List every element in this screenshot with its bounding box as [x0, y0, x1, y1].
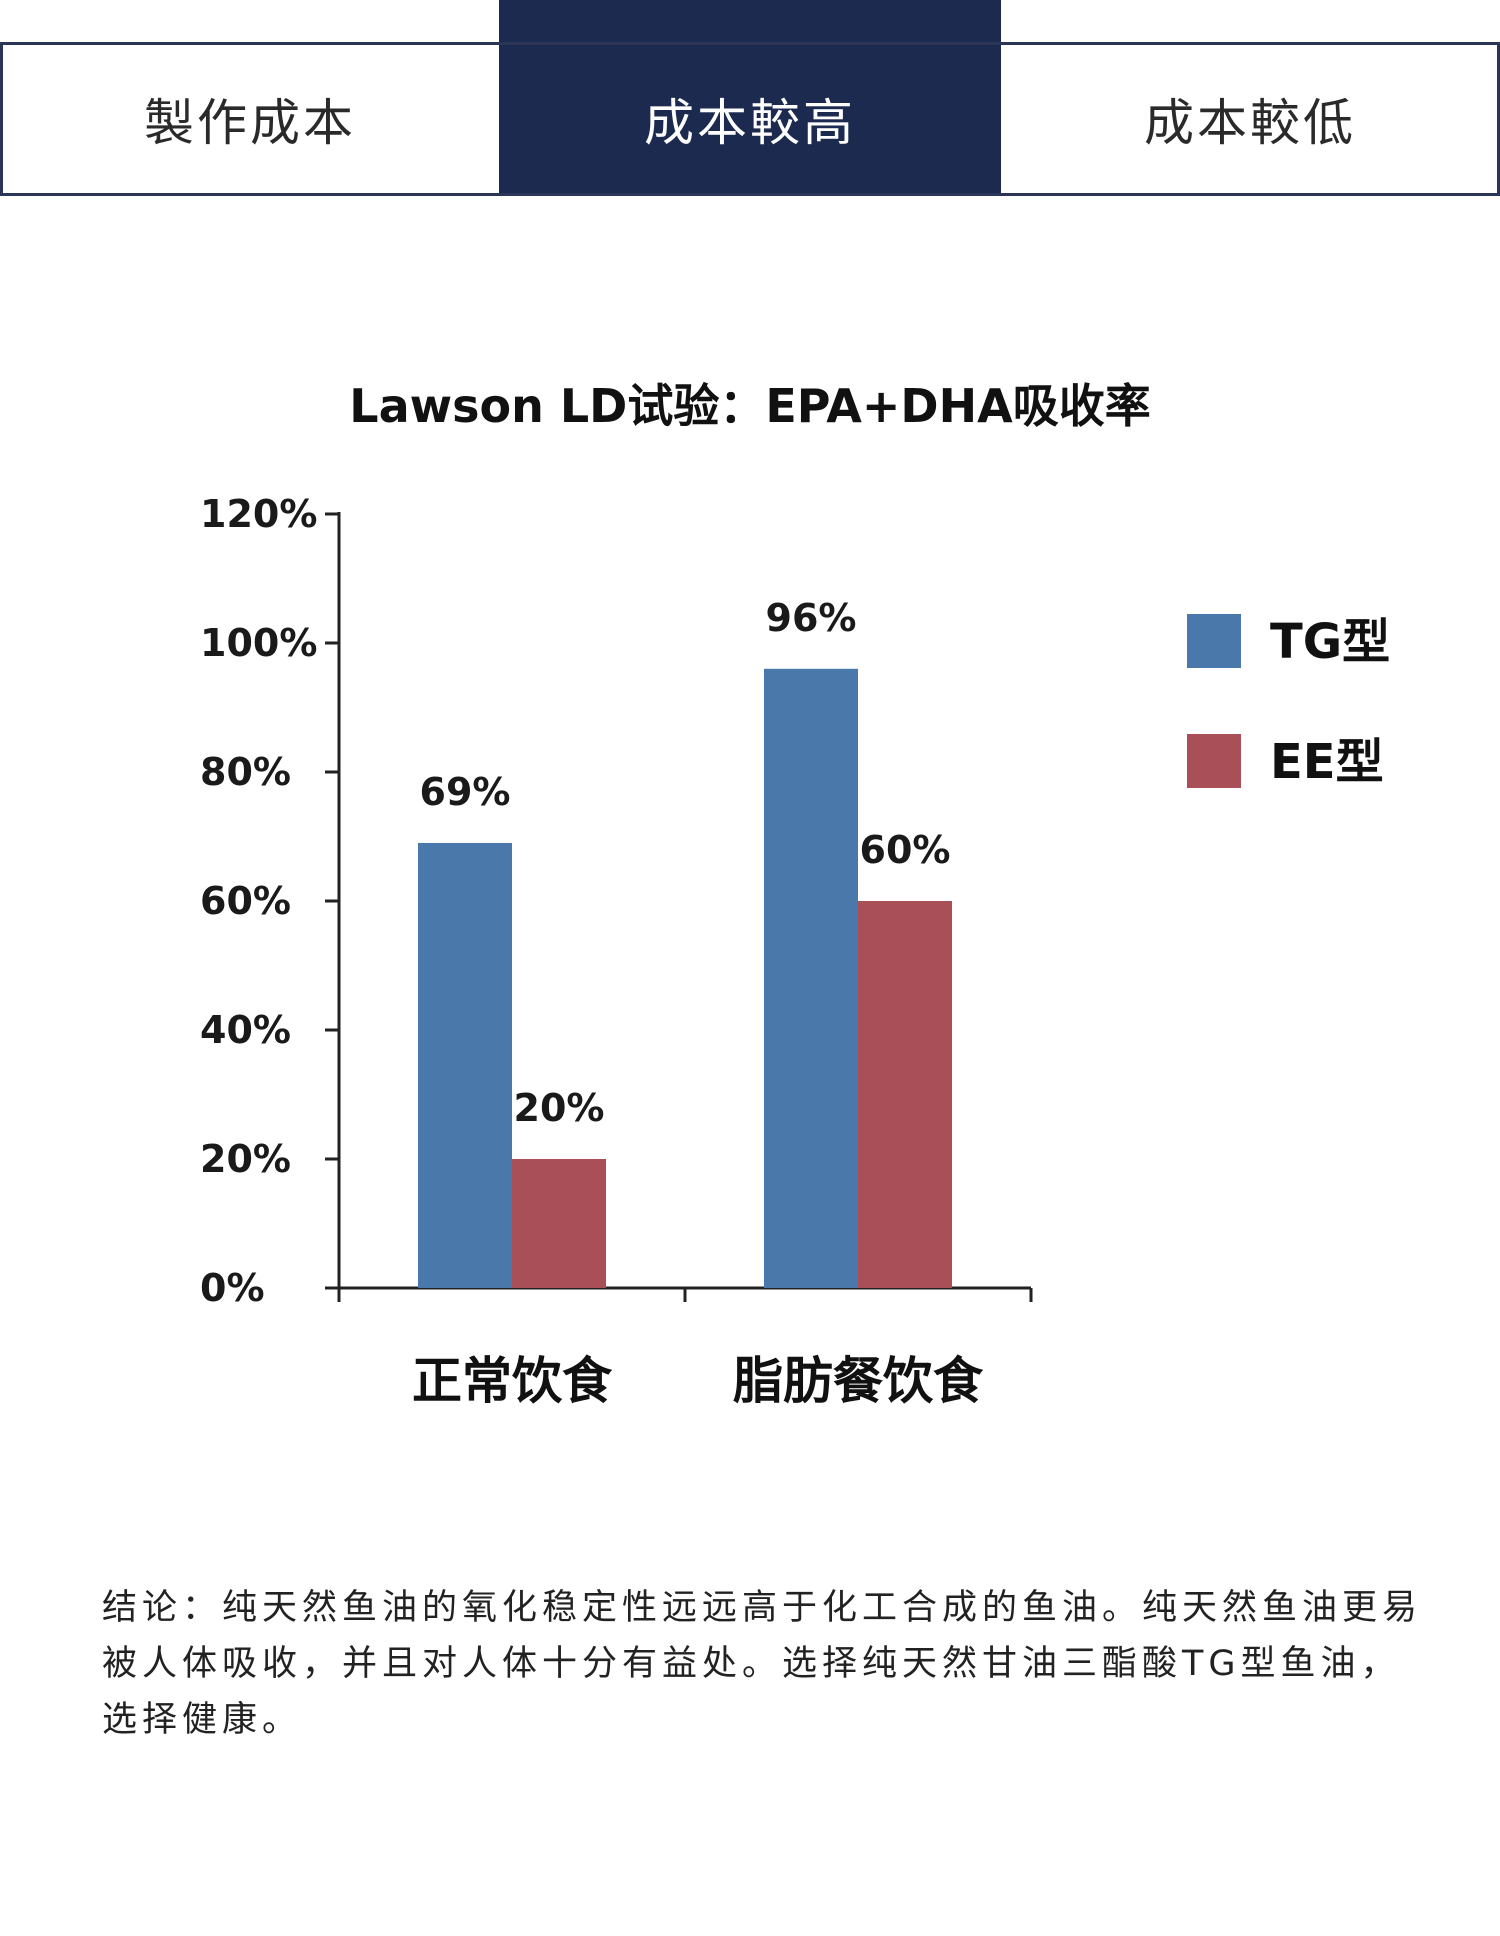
legend-swatch: [1187, 614, 1241, 668]
data-label: 96%: [766, 596, 857, 640]
highlighted-cell-background: [499, 0, 1001, 196]
conclusion-text: 结论：纯天然鱼油的氧化稳定性远远高于化工合成的鱼油。纯天然鱼油更易被人体吸收，并…: [102, 1588, 1423, 1740]
y-tick-label: 20%: [200, 1137, 291, 1181]
bar-tg: [418, 842, 512, 1288]
bar-ee: [512, 1159, 606, 1288]
legend-swatch: [1187, 734, 1241, 788]
y-tick-label: 120%: [200, 492, 317, 536]
data-label: 60%: [860, 828, 951, 872]
legend-label: EE型: [1270, 734, 1384, 790]
tg-cost-cell: 成本較高: [644, 94, 856, 152]
y-tick-label: 0%: [200, 1266, 265, 1310]
y-tick-label: 40%: [200, 1008, 291, 1052]
cost-row-header: 製作成本: [144, 94, 356, 152]
ee-cost-cell: 成本較低: [1144, 94, 1356, 152]
bar-chart: 0% 20% 40% 60% 80% 100% 120% 69% 20% 正常饮食 96% 60% 脂肪…: [200, 492, 1390, 1410]
bar-tg: [764, 668, 858, 1288]
table-right-border: [1497, 44, 1500, 196]
table-top-border: [0, 42, 1500, 45]
y-tick-label: 80%: [200, 750, 291, 794]
chart-title: Lawson LD试验：EPA+DHA吸收率: [349, 379, 1151, 433]
x-category-label: 正常饮食: [412, 1352, 613, 1410]
table-left-border: [0, 44, 3, 196]
table-bottom-border: [0, 193, 1500, 196]
data-label: 69%: [420, 770, 511, 814]
x-category-label: 脂肪餐饮食: [733, 1352, 984, 1410]
y-tick-label: 100%: [200, 621, 317, 665]
bar-ee: [858, 901, 952, 1288]
comparison-table-row: 製作成本 成本較高 成本較低: [0, 0, 1500, 196]
y-tick-label: 60%: [200, 879, 291, 923]
data-label: 20%: [514, 1086, 605, 1130]
legend-label: TG型: [1270, 614, 1390, 670]
